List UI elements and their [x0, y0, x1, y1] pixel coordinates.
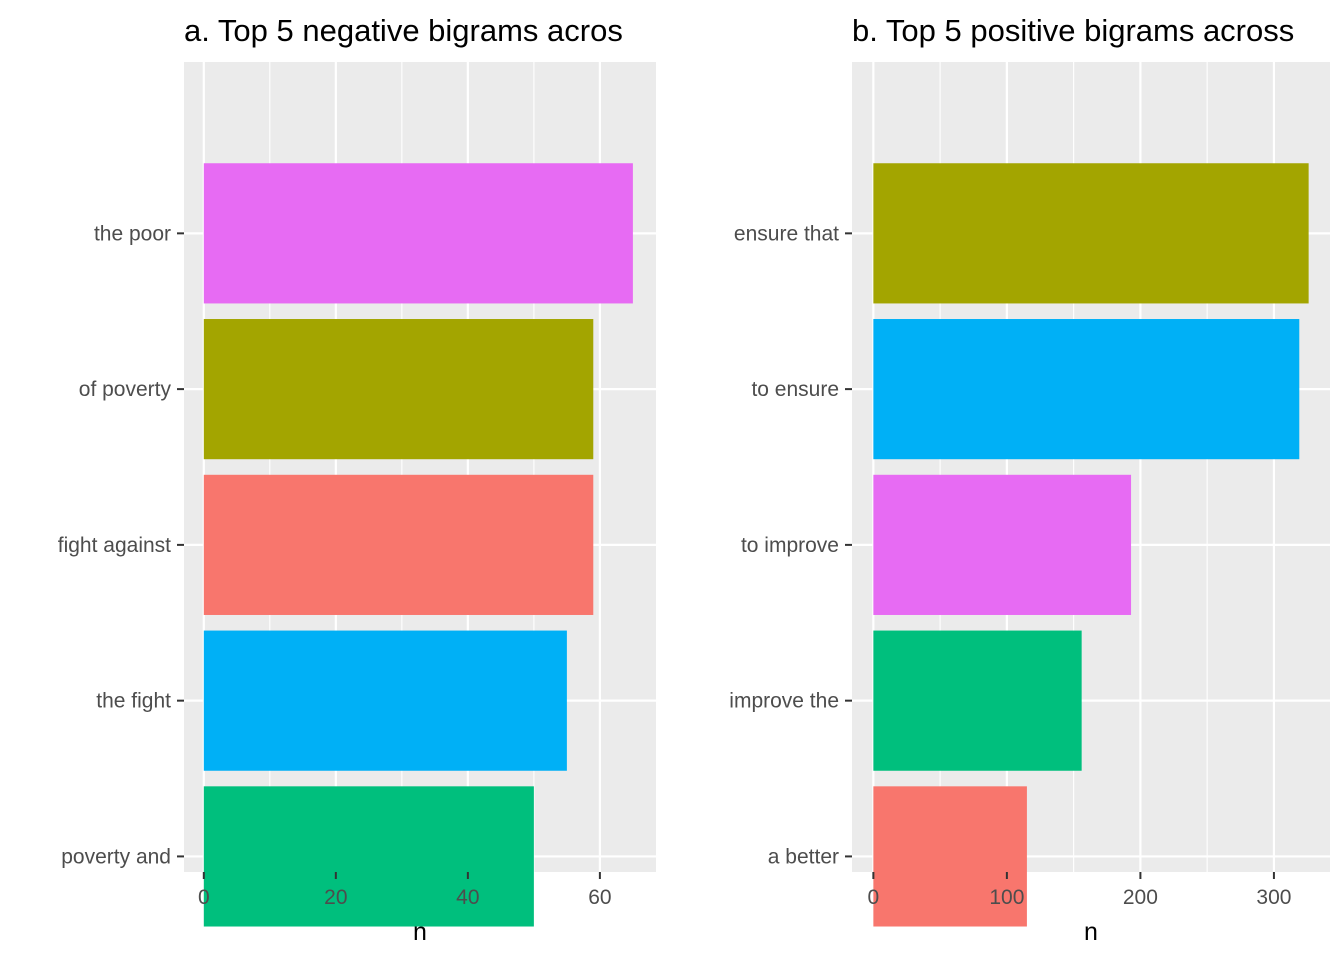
bar-2	[873, 319, 1300, 460]
category-label: to ensure	[751, 378, 839, 401]
category-label: of poverty	[79, 378, 172, 401]
bar-1	[203, 163, 633, 304]
x-tick-label: 20	[324, 886, 347, 909]
bar-3	[873, 474, 1132, 615]
category-label: improve the	[729, 690, 839, 713]
bar-3	[203, 474, 594, 615]
category-label: a better	[768, 845, 839, 868]
category-label: fight against	[58, 534, 171, 557]
x-tick-label: 0	[868, 886, 880, 909]
bar-2	[203, 319, 594, 460]
chart-title: b. Top 5 positive bigrams across	[852, 13, 1294, 48]
category-label: poverty and	[61, 845, 171, 868]
category-label: the fight	[96, 690, 171, 713]
x-tick-label: 300	[1256, 886, 1291, 909]
chart-title: a. Top 5 negative bigrams acros	[184, 13, 623, 48]
bar-4	[203, 630, 567, 771]
x-tick-label: 100	[989, 886, 1024, 909]
x-tick-label: 60	[588, 886, 611, 909]
category-label: to improve	[741, 534, 839, 557]
bar-4	[873, 630, 1082, 771]
x-tick-label: 200	[1123, 886, 1158, 909]
x-axis-title: n	[413, 918, 427, 946]
category-label: ensure that	[734, 222, 839, 245]
x-axis-title: n	[1084, 918, 1098, 946]
bar-1	[873, 163, 1309, 304]
category-label: the poor	[94, 222, 171, 245]
bar-5	[203, 786, 534, 927]
x-tick-label: 40	[456, 886, 479, 909]
bar-5	[873, 786, 1027, 927]
x-tick-label: 0	[198, 886, 210, 909]
